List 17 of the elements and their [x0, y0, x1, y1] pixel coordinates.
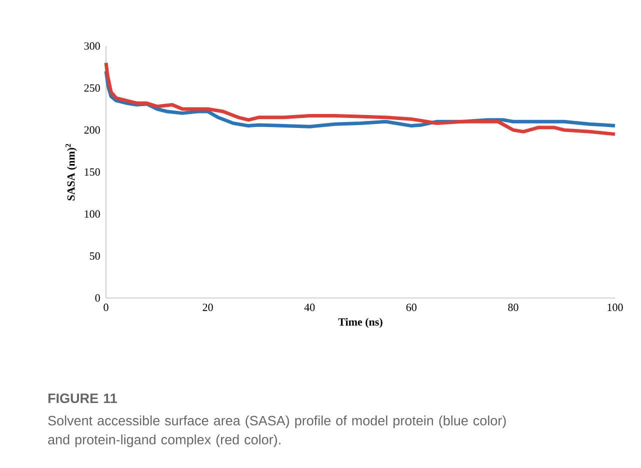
x-tick-label: 40 [304, 304, 315, 312]
y-tick-label: 250 [84, 84, 100, 92]
y-axis-title: SASA (nm)$^{2}$ [66, 144, 77, 200]
y-tick-label: 0 [95, 294, 100, 302]
x-axis-title: Time (ns) [338, 318, 382, 328]
caption: FIGURE 11 [48, 394, 117, 404]
x-tick-label: 20 [202, 304, 213, 312]
y-tick-label: 50 [90, 252, 100, 260]
x-tick-label: 0 [104, 304, 108, 312]
y-tick-label: 300 [84, 42, 100, 50]
y-tick-label: 200 [84, 126, 100, 134]
y-tick-label: 150 [84, 168, 100, 176]
x-tick-label: 100 [608, 304, 623, 312]
y-tick-label: 100 [84, 210, 100, 218]
x-tick-label: 60 [406, 304, 416, 312]
text: Solvent accessible surface area (SASA) profile of model protein (blue color) and protein-ligand complex (red color). [48, 416, 506, 448]
x-tick-label: 80 [508, 304, 518, 312]
